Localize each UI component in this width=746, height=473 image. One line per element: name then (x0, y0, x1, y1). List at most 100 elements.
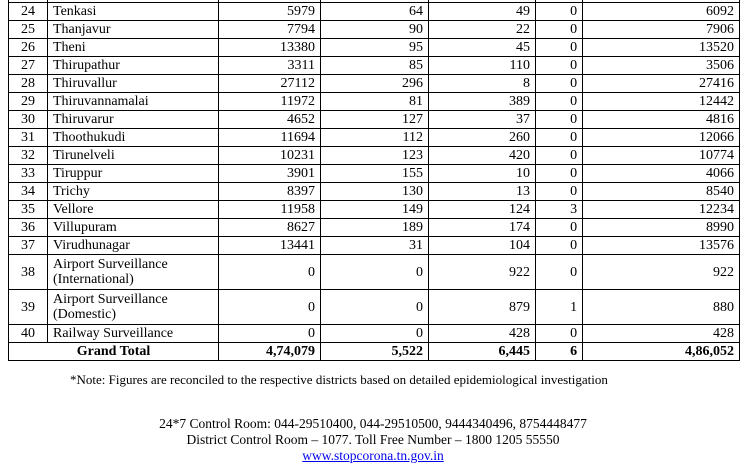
serial-number: 38 (8, 254, 48, 290)
serial-number: 30 (8, 110, 48, 129)
table-row: 28 Thiruvallur 27112 296 8 0 27416 (8, 74, 740, 93)
cell-value: 428 (428, 324, 536, 343)
cell-value: 3901 (218, 164, 321, 183)
table-row: 26 Theni 13380 95 45 0 13520 (8, 38, 740, 57)
cell-value: 0 (534, 20, 584, 39)
cell-value: 0 (534, 110, 584, 129)
serial-number: 27 (8, 56, 48, 75)
cell-value: 0 (218, 289, 321, 325)
cell-value: 85 (320, 56, 429, 75)
district-name: Tiruppur (47, 164, 219, 183)
table-row: 40 Railway Surveillance 0 0 428 0 428 (8, 324, 740, 343)
cell-value: 13520 (582, 38, 740, 57)
cell-value: 189 (320, 218, 429, 237)
cell-value: 0 (534, 74, 584, 93)
cell-value: 95 (320, 38, 429, 57)
table-row: 32 Tirunelveli 10231 123 420 0 10774 (8, 146, 740, 165)
cell-value: 10 (428, 164, 536, 183)
cell-value: 90 (320, 20, 429, 39)
district-name: Thoothukudi (47, 128, 219, 147)
cell-value: 174 (428, 218, 536, 237)
serial-number: 34 (8, 182, 48, 201)
district-name: Thirupathur (47, 56, 219, 75)
serial-number: 29 (8, 92, 48, 111)
cell-value: 49 (428, 2, 536, 21)
serial-number: 32 (8, 146, 48, 165)
cell-value: 4066 (582, 164, 740, 183)
cell-value: 0 (534, 182, 584, 201)
cell-value: 0 (534, 2, 584, 21)
cell-value: 922 (428, 254, 536, 290)
website-link[interactable]: www.stopcorona.tn.gov.in (302, 448, 444, 463)
serial-number: 40 (8, 324, 48, 343)
cell-value: 0 (534, 146, 584, 165)
total-value: 6 (534, 342, 584, 361)
district-name: Airport Surveillance (International) (47, 254, 219, 290)
table-row: 35 Vellore 11958 149 124 3 12234 (8, 200, 740, 219)
cell-value: 27112 (218, 74, 321, 93)
cell-value: 0 (320, 254, 429, 290)
cell-value: 13380 (218, 38, 321, 57)
cell-value: 10231 (218, 146, 321, 165)
table-row: 31 Thoothukudi 11694 112 260 0 12066 (8, 128, 740, 147)
cell-value: 13441 (218, 236, 321, 255)
cell-value: 8 (428, 74, 536, 93)
cell-value: 10774 (582, 146, 740, 165)
district-name: Railway Surveillance (47, 324, 219, 343)
cell-value: 13 (428, 182, 536, 201)
cell-value: 880 (582, 289, 740, 325)
cell-value: 123 (320, 146, 429, 165)
cell-value: 11694 (218, 128, 321, 147)
control-room-numbers: 24*7 Control Room: 044-29510400, 044-295… (159, 416, 587, 431)
serial-number: 37 (8, 236, 48, 255)
cell-value: 64 (320, 2, 429, 21)
table-row: 24 Tenkasi 5979 64 49 0 6092 (8, 2, 740, 21)
serial-number: 39 (8, 289, 48, 325)
district-name: Tenkasi (47, 2, 219, 21)
cell-value: 155 (320, 164, 429, 183)
table-row: 34 Trichy 8397 130 13 0 8540 (8, 182, 740, 201)
district-name: Villupuram (47, 218, 219, 237)
district-name: Thiruvannamalai (47, 92, 219, 111)
cell-value: 12066 (582, 128, 740, 147)
cell-value: 104 (428, 236, 536, 255)
total-value: 6,445 (428, 342, 536, 361)
cell-value: 8397 (218, 182, 321, 201)
district-name: Tirunelveli (47, 146, 219, 165)
district-name: Thanjavur (47, 20, 219, 39)
cell-value: 12234 (582, 200, 740, 219)
serial-number: 31 (8, 128, 48, 147)
cell-value: 37 (428, 110, 536, 129)
district-cases-table: 2324Tenkasi597964490609225Thanjavur77949… (8, 0, 740, 361)
table-row: 37 Virudhunagar 13441 31 104 0 13576 (8, 236, 740, 255)
table-row: 30 Thiruvarur 4652 127 37 0 4816 (8, 110, 740, 129)
cell-value: 124 (428, 200, 536, 219)
cell-value: 7906 (582, 20, 740, 39)
cell-value: 0 (534, 38, 584, 57)
cell-value: 6092 (582, 2, 740, 21)
cell-value: 922 (582, 254, 740, 290)
cell-value: 12442 (582, 92, 740, 111)
total-value: 4,74,079 (218, 342, 321, 361)
cell-value: 3 (534, 200, 584, 219)
cell-value: 130 (320, 182, 429, 201)
serial-number: 24 (8, 2, 48, 21)
cell-value: 0 (218, 254, 321, 290)
cell-value: 5979 (218, 2, 321, 21)
cell-value: 0 (218, 324, 321, 343)
cell-value: 0 (534, 164, 584, 183)
cell-value: 127 (320, 110, 429, 129)
table-row: 33 Tiruppur 3901 155 10 0 4066 (8, 164, 740, 183)
cell-value: 45 (428, 38, 536, 57)
district-name: Theni (47, 38, 219, 57)
total-value: 4,86,052 (582, 342, 740, 361)
cell-value: 13576 (582, 236, 740, 255)
cell-value: 389 (428, 92, 536, 111)
table-row: 36 Villupuram 8627 189 174 0 8990 (8, 218, 740, 237)
cell-value: 0 (534, 218, 584, 237)
cell-value: 428 (582, 324, 740, 343)
cell-value: 27416 (582, 74, 740, 93)
cell-value: 260 (428, 128, 536, 147)
serial-number: 25 (8, 20, 48, 39)
cell-value: 0 (534, 236, 584, 255)
